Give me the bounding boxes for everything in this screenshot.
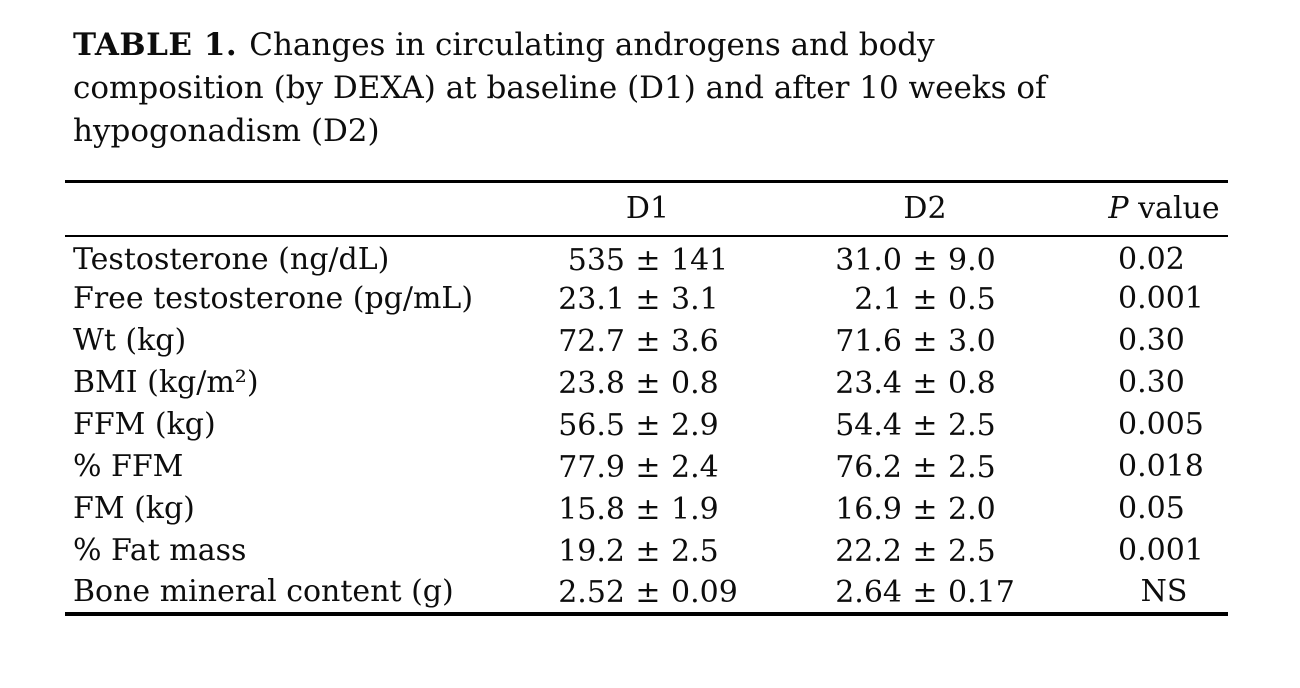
value-plusminus: 2.64 ±0.17 <box>835 574 1015 610</box>
caption-text-1: Changes in circulating androgens and bod… <box>249 27 935 63</box>
table-row: Testosterone (ng/dL) 535 ±141 31.0 ±9.0 0.02 <box>65 236 1228 278</box>
column-header-parameter <box>65 181 545 237</box>
cell-pvalue: 0.018 <box>1100 446 1228 488</box>
table-number-label: TABLE 1. <box>73 27 238 63</box>
value-plusminus: 31.0 ±9.0 <box>835 242 996 278</box>
row-label: Wt (kg) <box>73 323 187 358</box>
column-header-d2: D2 <box>750 181 1100 237</box>
column-header-pvalue: P value <box>1100 181 1228 237</box>
table-row: % Fat mass 19.2 ±2.5 22.2 ±2.5 0.001 <box>65 530 1228 572</box>
table-row: BMI (kg/m²) 23.8 ±0.8 23.4 ±0.8 0.30 <box>65 362 1228 404</box>
value-plusminus: 19.2 ±2.5 <box>558 533 719 569</box>
p-value-word: value <box>1138 191 1220 227</box>
cell-pvalue: 0.001 <box>1100 278 1228 320</box>
value-plusminus: 16.9 ±2.0 <box>835 491 996 527</box>
pvalue-text: 0.001 <box>1118 281 1204 316</box>
row-label: % FFM <box>73 449 184 484</box>
results-table: D1 D2 P value Testosterone (ng/dL) 535 ±14… <box>65 180 1228 616</box>
pvalue-text: 0.30 <box>1118 365 1185 400</box>
pvalue-text: NS <box>1140 574 1188 609</box>
cell-d2: 23.4 ±0.8 <box>750 362 1100 404</box>
table-header-row: D1 D2 P value <box>65 181 1228 237</box>
pvalue-text: 0.005 <box>1118 407 1204 442</box>
value-plusminus: 2.52 ±0.09 <box>558 574 738 610</box>
row-label: % Fat mass <box>73 533 247 568</box>
p-symbol: P <box>1108 191 1129 227</box>
row-label: FM (kg) <box>73 491 195 526</box>
cell-d2: 31.0 ±9.0 <box>750 236 1100 278</box>
pvalue-text: 0.05 <box>1118 491 1185 526</box>
cell-d2: 76.2 ±2.5 <box>750 446 1100 488</box>
value-plusminus: 2.1 ±0.5 <box>854 281 996 317</box>
row-label: Bone mineral content (g) <box>73 574 454 609</box>
cell-pvalue: 0.30 <box>1100 320 1228 362</box>
caption-line-1: TABLE 1. Changes in circulating androgens… <box>73 24 1145 67</box>
pvalue-text: 0.001 <box>1118 533 1204 568</box>
table-row: Free testosterone (pg/mL) 23.1 ±3.1 2.1 ±0.5… <box>65 278 1228 320</box>
cell-pvalue: 0.005 <box>1100 404 1228 446</box>
cell-d1: 23.1 ±3.1 <box>545 278 750 320</box>
table-caption: TABLE 1. Changes in circulating androgens… <box>65 24 1145 153</box>
row-label: Free testosterone (pg/mL) <box>73 281 474 316</box>
pvalue-text: 0.30 <box>1118 323 1185 358</box>
value-plusminus: 54.4 ±2.5 <box>835 407 996 443</box>
cell-d1: 77.9 ±2.4 <box>545 446 750 488</box>
value-plusminus: 23.1 ±3.1 <box>558 281 719 317</box>
table-row: FM (kg) 15.8 ±1.9 16.9 ±2.0 0.05 <box>65 488 1228 530</box>
pvalue-text: 0.018 <box>1118 449 1204 484</box>
cell-d1: 56.5 ±2.9 <box>545 404 750 446</box>
row-label: FFM (kg) <box>73 407 216 442</box>
cell-pvalue: 0.001 <box>1100 530 1228 572</box>
value-plusminus: 72.7 ±3.6 <box>558 323 719 359</box>
row-label: Testosterone (ng/dL) <box>73 242 390 277</box>
value-plusminus: 76.2 ±2.5 <box>835 449 996 485</box>
value-plusminus: 15.8 ±1.9 <box>558 491 719 527</box>
cell-d2: 22.2 ±2.5 <box>750 530 1100 572</box>
value-plusminus: 535 ±141 <box>567 242 729 278</box>
caption-line-2: composition (by DEXA) at baseline (D1) a… <box>73 70 1047 106</box>
cell-pvalue: NS <box>1100 572 1228 614</box>
column-header-d1: D1 <box>545 181 750 237</box>
cell-d1: 15.8 ±1.9 <box>545 488 750 530</box>
pvalue-text: 0.02 <box>1118 242 1185 277</box>
value-plusminus: 77.9 ±2.4 <box>558 449 719 485</box>
cell-pvalue: 0.30 <box>1100 362 1228 404</box>
cell-d1: 19.2 ±2.5 <box>545 530 750 572</box>
row-label: BMI (kg/m²) <box>73 365 259 400</box>
value-plusminus: 56.5 ±2.9 <box>558 407 719 443</box>
value-plusminus: 23.4 ±0.8 <box>835 365 996 401</box>
table-row: Wt (kg) 72.7 ±3.6 71.6 ±3.0 0.30 <box>65 320 1228 362</box>
cell-pvalue: 0.02 <box>1100 236 1228 278</box>
cell-d1: 23.8 ±0.8 <box>545 362 750 404</box>
cell-pvalue: 0.05 <box>1100 488 1228 530</box>
cell-d2: 71.6 ±3.0 <box>750 320 1100 362</box>
cell-d1: 72.7 ±3.6 <box>545 320 750 362</box>
caption-line-3: hypogonadism (D2) <box>73 113 380 149</box>
value-plusminus: 71.6 ±3.0 <box>835 323 996 359</box>
cell-d2: 2.1 ±0.5 <box>750 278 1100 320</box>
cell-d2: 2.64 ±0.17 <box>750 572 1100 614</box>
cell-d1: 2.52 ±0.09 <box>545 572 750 614</box>
cell-d1: 535 ±141 <box>545 236 750 278</box>
table-row: Bone mineral content (g) 2.52 ±0.09 2.64 ±0.… <box>65 572 1228 614</box>
value-plusminus: 22.2 ±2.5 <box>835 533 996 569</box>
value-plusminus: 23.8 ±0.8 <box>558 365 719 401</box>
cell-d2: 54.4 ±2.5 <box>750 404 1100 446</box>
cell-d2: 16.9 ±2.0 <box>750 488 1100 530</box>
table-row: % FFM 77.9 ±2.4 76.2 ±2.5 0.018 <box>65 446 1228 488</box>
table-row: FFM (kg) 56.5 ±2.9 54.4 ±2.5 0.005 <box>65 404 1228 446</box>
